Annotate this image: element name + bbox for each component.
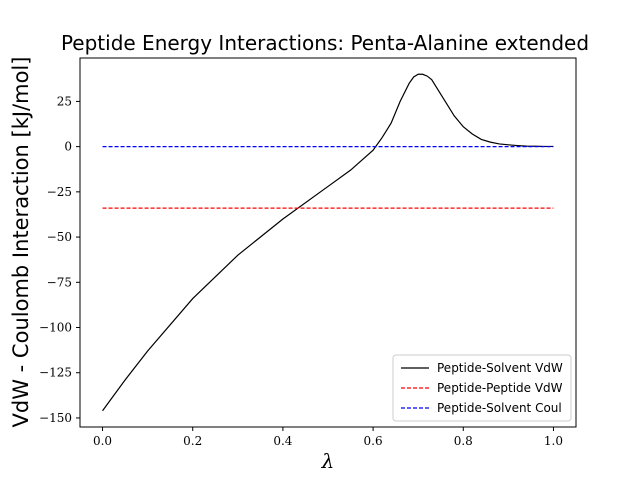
x-tick-label: 0.8 [454,434,473,448]
y-tick-label: −25 [47,185,72,199]
y-axis-ticks: −150 −125 −100 −75 −50 −25 0 25 [39,94,80,425]
plot-area [79,57,577,428]
legend-label-peptide-solvent-coul: Peptide-Solvent Coul [437,401,562,415]
legend: Peptide-Solvent VdW Peptide-Peptide VdW … [392,354,572,422]
y-tick-label: −75 [47,275,72,289]
x-axis-label: λ [321,449,335,473]
y-tick-label: 25 [57,94,72,108]
x-tick-label: 0.4 [273,434,292,448]
x-axis-ticks: 0.0 0.2 0.4 0.6 0.8 1.0 [93,427,563,448]
series-line-0 [102,73,554,412]
x-tick-label: 0.2 [183,434,202,448]
y-tick-label: −150 [39,411,72,425]
x-tick-label: 0.6 [364,434,383,448]
x-tick-label: 0.0 [93,434,112,448]
y-tick-label: −50 [47,230,72,244]
chart-title: Peptide Energy Interactions: Penta-Alani… [61,31,589,55]
y-axis-label: VdW - Coulomb Interaction [kJ/mol] [9,57,33,428]
legend-label-peptide-solvent-vdw: Peptide-Solvent VdW [437,361,563,375]
legend-box [392,354,572,422]
series-layer [102,73,554,412]
legend-label-peptide-peptide-vdw: Peptide-Peptide VdW [437,381,563,395]
y-tick-label: 0 [64,140,72,154]
y-tick-label: −100 [39,321,72,335]
x-tick-label: 1.0 [544,434,563,448]
y-tick-label: −125 [39,366,72,380]
